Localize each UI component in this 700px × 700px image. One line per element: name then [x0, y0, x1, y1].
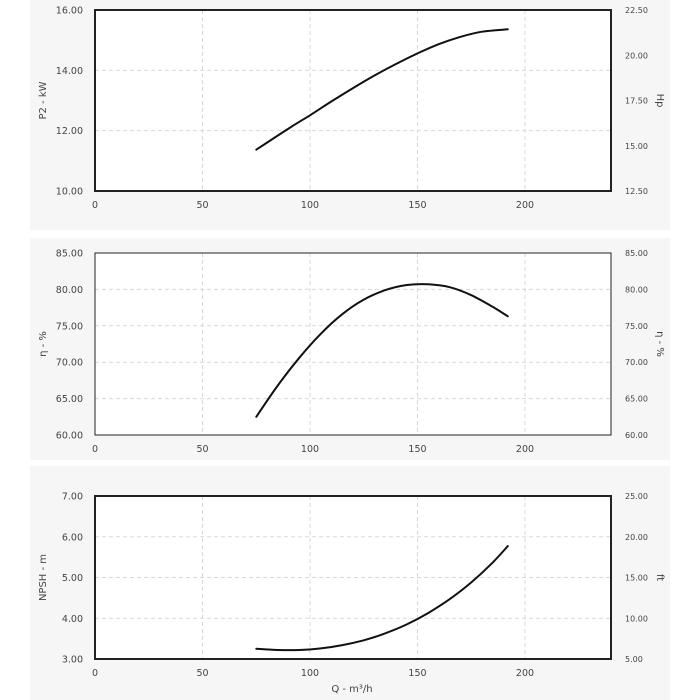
power-y2-tick-label: 17.50: [625, 97, 648, 106]
chart-panels: 0 50 100 150 200 10.00 12.00 14.00 16.00 12.50 15.…: [30, 0, 670, 700]
power-y-axis-label: P2 - kW: [38, 81, 49, 119]
npsh-y2-tick-label: 15.00: [625, 574, 648, 583]
power-x-tick-label: 200: [516, 200, 534, 211]
npsh-y2-tick-label: 25.00: [625, 492, 648, 501]
efficiency-y2-tick-label: 60.00: [625, 431, 648, 440]
power-y-tick-label: 12.00: [56, 126, 83, 137]
npsh-x-tick-label: 200: [516, 668, 534, 679]
npsh-x-axis-label: Q - m³/h: [331, 684, 372, 695]
power-y2-tick-label: 20.00: [625, 51, 648, 60]
power-frame: [94, 9, 612, 192]
power-y-tick-label: 16.00: [56, 6, 83, 17]
power-y2-tick-label: 15.00: [625, 142, 648, 151]
npsh-curve-series-0: [255, 545, 509, 652]
efficiency-y-tick-label: 85.00: [56, 249, 83, 260]
power-panel: 0 50 100 150 200 10.00 12.00 14.00 16.00 12.50 15.…: [30, 0, 670, 230]
efficiency-x-tick-label: 150: [408, 444, 426, 455]
efficiency-y2-tick-label: 75.00: [625, 322, 648, 331]
npsh-y2-axis-label: ft: [654, 574, 665, 581]
npsh-y-tick-label: 4.00: [62, 614, 83, 625]
power-y2-tick-label: 22.50: [625, 6, 648, 15]
npsh-x-tick-label: 150: [408, 668, 426, 679]
power-plot-area: [95, 10, 611, 191]
power-y2-axis-label: Hp: [654, 94, 665, 108]
npsh-x-tick-label: 50: [196, 668, 208, 679]
npsh-y-tick-label: 5.00: [62, 573, 83, 584]
npsh-y-tick-label: 7.00: [62, 492, 83, 503]
efficiency-y2-tick-label: 70.00: [625, 358, 648, 367]
efficiency-curve-series-0: [255, 283, 509, 418]
efficiency-y-tick-label: 65.00: [56, 394, 83, 405]
efficiency-y2-tick-label: 65.00: [625, 395, 648, 404]
efficiency-y-tick-label: 70.00: [56, 358, 83, 369]
power-curve-series-0: [255, 28, 509, 151]
npsh-x-tick-label: 100: [301, 668, 319, 679]
power-y-tick-label: 10.00: [56, 187, 83, 198]
efficiency-frame: [94, 252, 612, 436]
npsh-y-tick-label: 3.00: [62, 655, 83, 666]
power-x-tick-label: 50: [196, 200, 208, 211]
efficiency-y-tick-label: 80.00: [56, 285, 83, 296]
efficiency-y2-axis-label: η - %: [654, 331, 665, 357]
npsh-panel: 0 50 100 150 200 3.00 4.00 5.00 6.00 7.00 5.00 10.0…: [30, 466, 670, 700]
power-x-tick-label: 100: [301, 200, 319, 211]
npsh-y2-tick-label: 20.00: [625, 533, 648, 542]
efficiency-x-tick-label: 50: [196, 444, 208, 455]
power-y-tick-label: 14.00: [56, 66, 83, 77]
npsh-x-tick-label: 0: [92, 668, 98, 679]
npsh-y2-tick-label: 10.00: [625, 614, 648, 623]
power-x-tick-label: 150: [408, 200, 426, 211]
efficiency-y2-tick-label: 85.00: [625, 249, 648, 258]
power-y2-tick-label: 12.50: [625, 187, 648, 196]
efficiency-y-axis-label: η - %: [38, 331, 49, 357]
efficiency-plot-area: [95, 253, 611, 435]
efficiency-y-tick-label: 60.00: [56, 431, 83, 442]
efficiency-y-tick-label: 75.00: [56, 321, 83, 332]
efficiency-x-tick-label: 200: [516, 444, 534, 455]
efficiency-x-tick-label: 100: [301, 444, 319, 455]
efficiency-y2-tick-label: 80.00: [625, 285, 648, 294]
npsh-frame: [94, 495, 612, 660]
npsh-y-axis-label: NPSH - m: [38, 554, 49, 601]
efficiency-x-tick-label: 0: [92, 444, 98, 455]
npsh-y2-tick-label: 5.00: [625, 655, 643, 664]
power-x-tick-label: 0: [92, 200, 98, 211]
efficiency-panel: 0 50 100 150 200 60.00 65.00 70.00 75.00 80.00 85.…: [30, 238, 670, 460]
npsh-y-tick-label: 6.00: [62, 532, 83, 543]
